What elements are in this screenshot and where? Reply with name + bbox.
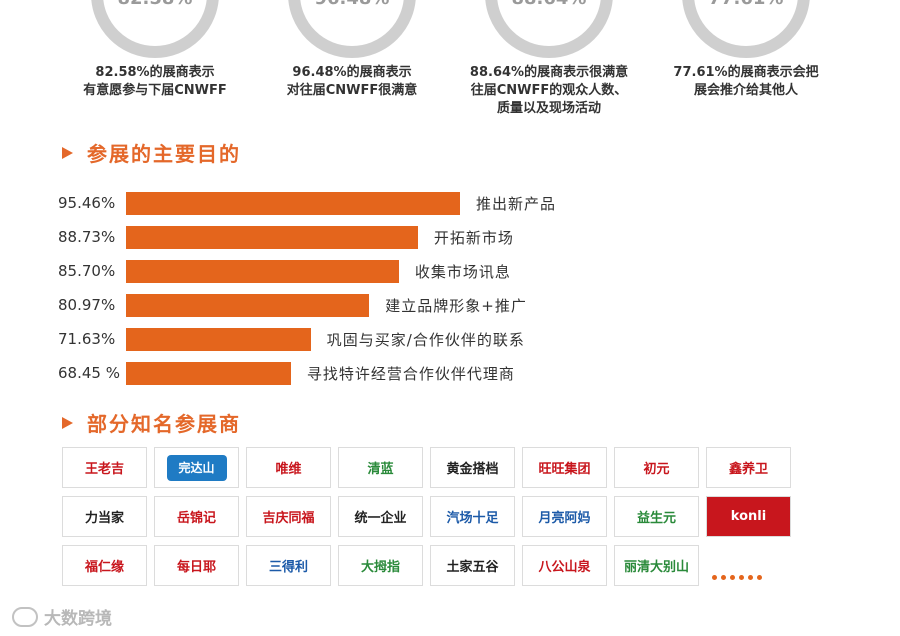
ring-value: 82.58% xyxy=(60,0,250,9)
section-title-purpose: 参展的主要目的 xyxy=(62,138,241,167)
exhibitor-logo: 大拇指 xyxy=(338,545,423,586)
stat-text: 96.48%的展商表示 对往届CNWFF很满意 xyxy=(286,65,418,98)
bar-category-label: 寻找特许经营合作伙伴代理商 xyxy=(306,364,515,383)
bar-category-label: 推出新产品 xyxy=(476,194,557,213)
bar xyxy=(126,191,460,215)
ring-value: 77.61% xyxy=(651,0,841,9)
watermark: 大数跨境 xyxy=(12,604,112,629)
bar xyxy=(126,327,311,351)
bar-row: 71.63% 巩固与买家/合作伙伴的联系 xyxy=(58,322,838,356)
bar xyxy=(126,293,370,317)
dot xyxy=(721,575,726,580)
exhibitor-logo: 唯维 xyxy=(246,447,331,488)
exhibitor-logo: 月亮阿妈 xyxy=(522,496,607,537)
exhibitor-logo: 益生元 xyxy=(614,496,699,537)
bar-category-label: 巩固与买家/合作伙伴的联系 xyxy=(326,330,525,349)
bar-row: 85.70% 收集市场讯息 xyxy=(58,254,838,288)
exhibitor-logo: 初元 xyxy=(614,447,699,488)
watermark-logo-icon xyxy=(12,606,38,627)
bar xyxy=(126,225,418,249)
exhibitor-logo: 三得利 xyxy=(246,545,331,586)
exhibitor-logo: 清蓝 xyxy=(338,447,423,488)
exhibitor-logo: 黄金搭档 xyxy=(430,447,515,488)
exhibitor-logo: 岳锦记 xyxy=(154,496,239,537)
stats-row: 82.58% 82.58%的展商表示 有意愿参与下届CNWFF 96.48% 9… xyxy=(0,0,900,130)
dot xyxy=(712,575,717,580)
exhibitor-logo: 丽清大别山 xyxy=(614,545,699,586)
bar-row: 95.46% 推出新产品 xyxy=(58,186,838,220)
dot xyxy=(748,575,753,580)
arrow-icon xyxy=(62,416,73,429)
exhibitor-logo: 鑫养卫 xyxy=(706,447,791,488)
logo-text: 完达山 xyxy=(166,454,227,481)
dot xyxy=(730,575,735,580)
bar-row: 88.73% 开拓新市场 xyxy=(58,220,838,254)
watermark-text: 大数跨境 xyxy=(44,609,112,629)
logo-row: 福仁缘 每日耶 三得利 大拇指 土家五谷 八公山泉 丽清大别山 xyxy=(62,545,802,586)
bar-category-label: 收集市场讯息 xyxy=(414,262,511,281)
exhibitor-logo-grid: 王老吉 完达山 唯维 清蓝 黄金搭档 旺旺集团 初元 鑫养卫 力当家 岳锦记 吉庆同福 统一企业 汽场十… xyxy=(62,447,802,594)
logo-row: 王老吉 完达山 唯维 清蓝 黄金搭档 旺旺集团 初元 鑫养卫 xyxy=(62,447,802,488)
ring-value: 88.64% xyxy=(454,0,644,9)
ring-value: 96.48% xyxy=(257,0,447,9)
bar-value-label: 68.45 % xyxy=(58,364,120,382)
bar-value-label: 85.70% xyxy=(58,262,116,280)
exhibitor-logo: konli xyxy=(706,496,791,537)
exhibitor-logo: 力当家 xyxy=(62,496,147,537)
section-title-text: 参展的主要目的 xyxy=(87,142,241,166)
bar xyxy=(126,361,291,385)
section-title-text: 部分知名参展商 xyxy=(87,412,241,436)
logo-row: 力当家 岳锦记 吉庆同福 统一企业 汽场十足 月亮阿妈 益生元 konli xyxy=(62,496,802,537)
stat-text: 77.61%的展商表示会把 展会推介给其他人 xyxy=(673,65,819,98)
bar-value-label: 71.63% xyxy=(58,330,116,348)
exhibitor-logo: 每日耶 xyxy=(154,545,239,586)
bar-category-label: 建立品牌形象+推广 xyxy=(385,296,527,315)
bar-row: 80.97% 建立品牌形象+推广 xyxy=(58,288,838,322)
exhibitor-logo: 吉庆同福 xyxy=(246,496,331,537)
purpose-bar-chart: 95.46% 推出新产品 88.73% 开拓新市场 85.70% 收集市场讯息 80.97%… xyxy=(58,186,838,390)
dot xyxy=(757,575,762,580)
exhibitor-logo: 福仁缘 xyxy=(62,545,147,586)
bar-category-label: 开拓新市场 xyxy=(433,228,514,247)
exhibitor-logo: 汽场十足 xyxy=(430,496,515,537)
stat-text: 88.64%的展商表示很满意 往届CNWFF的观众人数、 质量以及现场活动 xyxy=(469,65,629,116)
exhibitor-logo: 八公山泉 xyxy=(522,545,607,586)
arrow-icon xyxy=(62,146,73,159)
stat-text: 82.58%的展商表示 有意愿参与下届CNWFF xyxy=(83,65,227,98)
more-dots xyxy=(712,545,762,586)
bar xyxy=(126,259,399,283)
bar-value-label: 88.73% xyxy=(58,228,116,246)
exhibitor-logo: 完达山 xyxy=(154,447,239,488)
section-title-exhibitors: 部分知名参展商 xyxy=(62,408,241,437)
exhibitor-logo: 旺旺集团 xyxy=(522,447,607,488)
exhibitor-logo: 土家五谷 xyxy=(430,545,515,586)
exhibitor-logo: 王老吉 xyxy=(62,447,147,488)
bar-row: 68.45 % 寻找特许经营合作伙伴代理商 xyxy=(58,356,838,390)
exhibitor-logo: 统一企业 xyxy=(338,496,423,537)
bar-value-label: 80.97% xyxy=(58,296,116,314)
dot xyxy=(739,575,744,580)
bar-value-label: 95.46% xyxy=(58,194,116,212)
